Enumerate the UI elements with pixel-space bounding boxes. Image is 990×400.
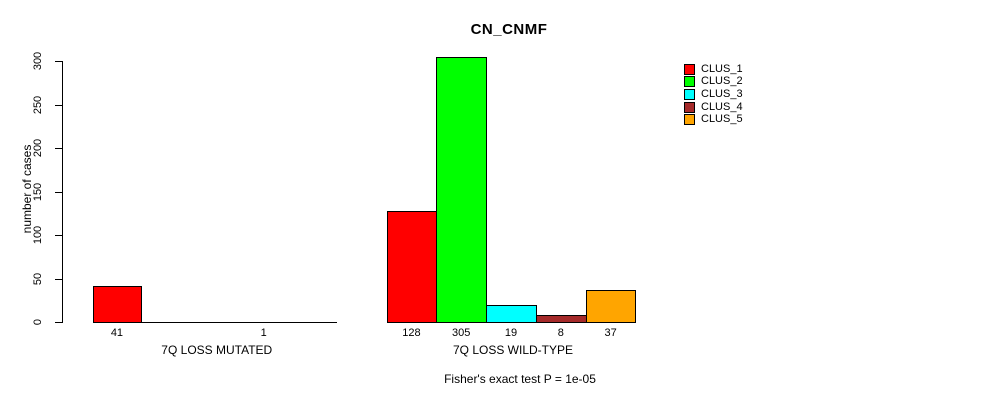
bar-7q-loss-wild-type-clus_1 — [386, 210, 438, 323]
bar-7q-loss-wild-type-clus_3 — [486, 305, 537, 323]
fisher-test-annotation: Fisher's exact test P = 1e-05 — [444, 372, 596, 386]
y-axis-tick — [55, 148, 62, 149]
legend-label: CLUS_1 — [701, 62, 743, 75]
bar-value-label: 19 — [504, 327, 518, 339]
legend-label: CLUS_3 — [701, 87, 743, 100]
legend-item: CLUS_3 — [684, 88, 743, 101]
y-tick-label: 150 — [32, 182, 44, 201]
group-label: 7Q LOSS MUTATED — [161, 343, 273, 357]
y-tick-label: 200 — [32, 138, 44, 158]
bar-value-label: 8 — [557, 327, 564, 339]
bar-7q-loss-mutated-clus_1 — [92, 286, 143, 323]
legend-swatch-icon — [684, 63, 695, 75]
y-axis-tick — [55, 104, 62, 106]
legend-item: CLUS_5 — [684, 113, 743, 126]
legend-label: CLUS_5 — [701, 113, 743, 126]
bar-value-label: 1 — [260, 327, 267, 339]
y-axis-line — [62, 61, 63, 323]
legend-item: CLUS_2 — [684, 76, 743, 89]
y-tick-label: 50 — [32, 272, 44, 285]
bar-value-label: 305 — [452, 327, 471, 339]
legend-item: CLUS_4 — [684, 101, 743, 114]
legend: CLUS_1 CLUS_2 CLUS_3 CLUS_4 CLUS_5 — [684, 63, 743, 126]
y-axis-tick — [55, 278, 62, 280]
bar-value-label: 128 — [402, 327, 421, 339]
bar-7q-loss-wild-type-clus_2 — [436, 56, 488, 323]
y-axis-tick — [55, 61, 62, 62]
legend-swatch-icon — [684, 88, 695, 100]
legend-swatch-icon — [684, 114, 695, 126]
bar-value-label: 37 — [604, 327, 617, 339]
group-label: 7Q LOSS WILD-TYPE — [452, 343, 574, 357]
bar-7q-loss-wild-type-clus_4 — [535, 315, 587, 323]
y-tick-label: 0 — [32, 318, 44, 326]
bar-value-label: 41 — [110, 327, 124, 339]
legend-swatch-icon — [684, 76, 695, 88]
x-axis-baseline — [92, 322, 337, 323]
y-tick-label: 300 — [32, 51, 44, 71]
y-axis-tick — [55, 322, 62, 323]
legend-label: CLUS_4 — [701, 100, 743, 113]
y-tick-label: 100 — [32, 225, 44, 245]
chart-title: CN_CNMF — [470, 21, 548, 38]
y-tick-label: 250 — [32, 95, 44, 114]
y-axis-tick — [55, 191, 62, 193]
legend-swatch-icon — [684, 101, 695, 113]
legend-item: CLUS_1 — [684, 63, 743, 76]
legend-label: CLUS_2 — [701, 75, 743, 88]
y-axis-tick — [55, 235, 62, 236]
bar-7q-loss-wild-type-clus_5 — [585, 289, 637, 323]
